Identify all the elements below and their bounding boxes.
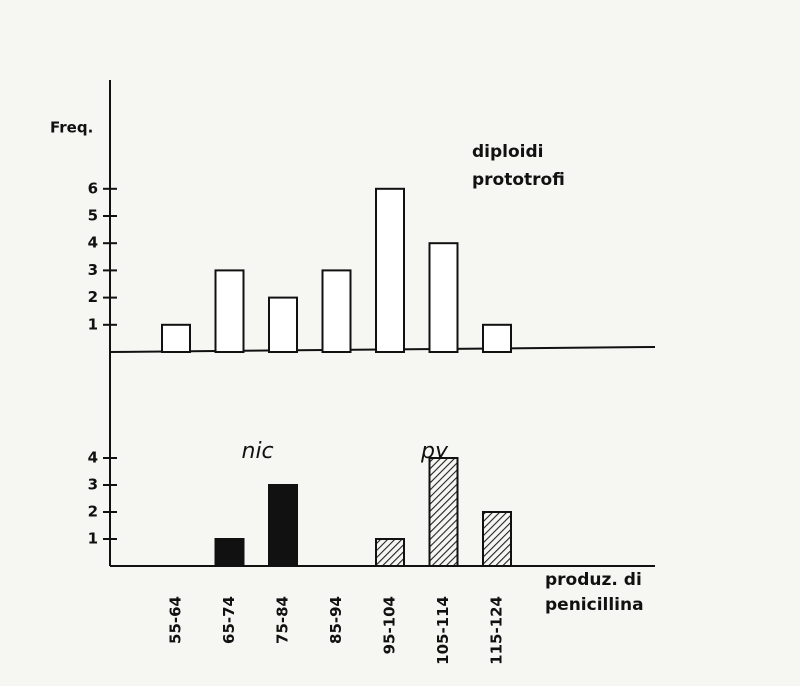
legend-label: nic (242, 439, 274, 464)
bar (375, 538, 405, 567)
bar (214, 538, 245, 567)
x-tick-label: 65-74 (220, 596, 238, 644)
bar (268, 296, 298, 354)
annotation: diploidi (472, 142, 544, 162)
y-tick-label: 3 (88, 476, 98, 494)
bar (214, 269, 245, 353)
y-tick-label: 5 (88, 207, 98, 225)
y-tick-label: 2 (88, 288, 98, 306)
bar (375, 187, 405, 353)
x-tick-label: 115-124 (488, 596, 506, 665)
bar (428, 242, 459, 353)
y-tick-label: 2 (88, 503, 98, 521)
x-tick-label: 55-64 (167, 596, 185, 644)
x-tick-label: 75-84 (274, 596, 292, 644)
x-axis-label: produz. di (545, 570, 642, 590)
y-tick-label: 1 (88, 530, 98, 548)
bar (482, 511, 512, 567)
y-tick-label: 6 (88, 179, 98, 197)
x-tick-label: 85-94 (327, 596, 345, 644)
bar (428, 457, 459, 567)
x-axis-label: penicillina (545, 595, 644, 615)
bar (268, 484, 298, 567)
y-tick-label: 1 (88, 315, 98, 333)
bar (482, 323, 512, 353)
y-tick-label: 4 (88, 234, 98, 252)
bar (161, 323, 191, 353)
y-tick-label: 3 (88, 261, 98, 279)
x-tick-label: 95-104 (381, 596, 399, 654)
x-tick-label: 105-114 (434, 596, 452, 665)
bar (321, 269, 352, 353)
annotation: prototrofi (472, 170, 565, 190)
y-axis-label: Freq. (50, 119, 93, 137)
y-tick-label: 4 (88, 449, 98, 467)
